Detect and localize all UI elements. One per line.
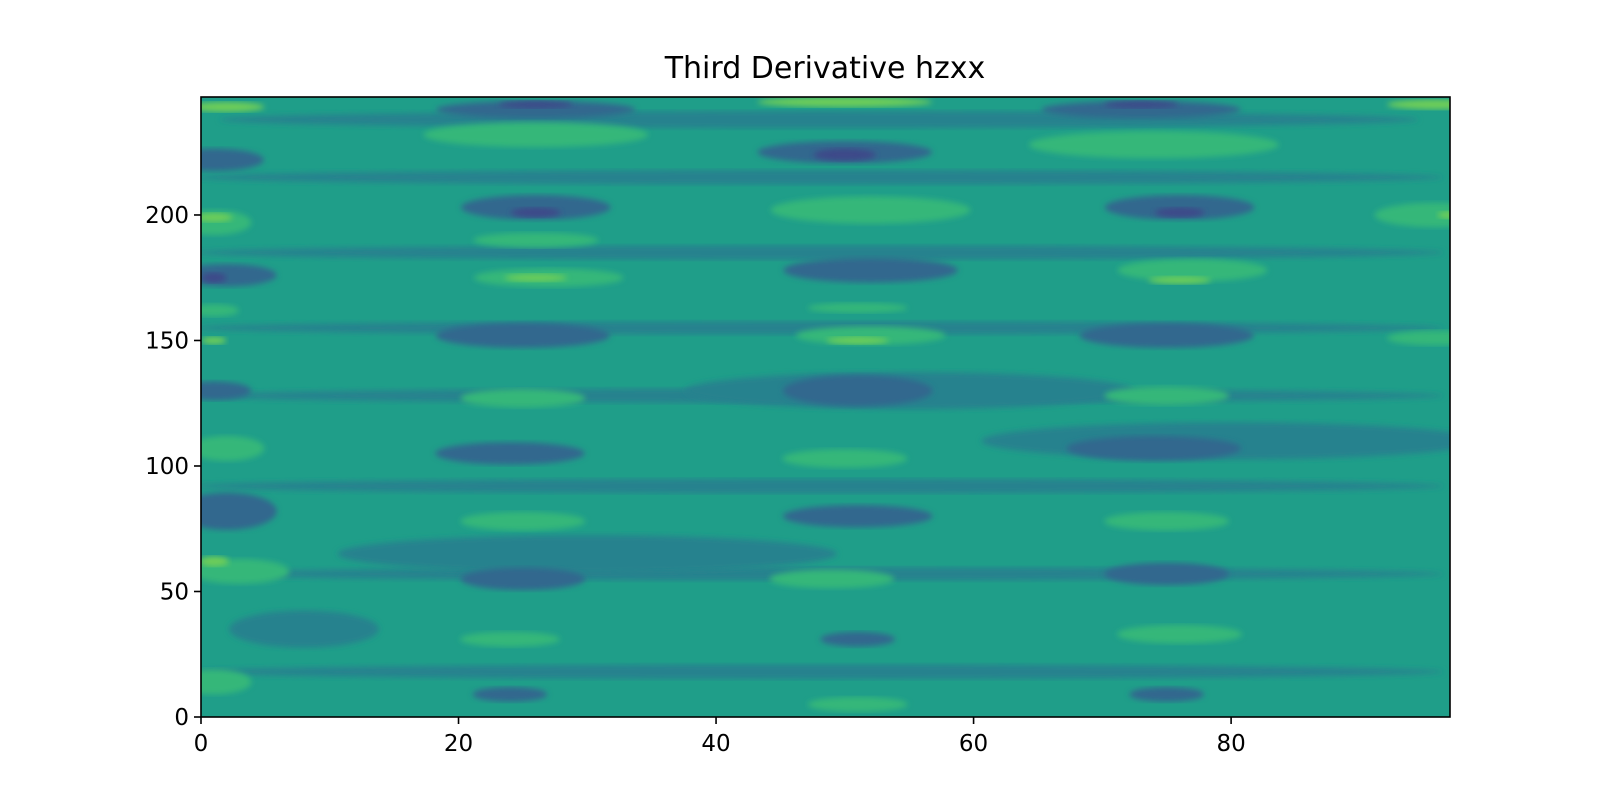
contour-region	[1117, 624, 1243, 644]
contour-region	[201, 272, 227, 283]
contour-region	[201, 669, 252, 695]
y-tick-label: 100	[145, 454, 189, 480]
contour-region	[769, 569, 895, 589]
contour-region	[435, 442, 585, 465]
contour-region	[423, 122, 649, 148]
contour-region	[473, 232, 599, 248]
contour-region	[201, 478, 1444, 494]
contour-region	[201, 436, 265, 461]
contour-region	[826, 336, 889, 345]
contour-region	[1437, 211, 1450, 219]
contour-region	[1387, 330, 1450, 346]
contour-region	[460, 195, 611, 220]
contour-field	[201, 97, 1450, 717]
contour-region	[782, 375, 933, 407]
contour-region	[219, 110, 1419, 129]
contour-region	[1104, 195, 1255, 220]
contour-region	[813, 148, 876, 161]
contour-region	[201, 492, 277, 530]
contour-region	[201, 169, 1444, 185]
contour-region	[1117, 259, 1268, 282]
contour-region	[201, 264, 277, 287]
contour-region	[783, 257, 958, 283]
contour-region	[472, 687, 548, 702]
contour-region	[1103, 100, 1179, 109]
contour-region	[510, 207, 561, 218]
x-axis: 0 20 40 60 80	[194, 717, 1246, 757]
contour-region	[782, 505, 933, 528]
contour-region	[460, 511, 586, 531]
contour-region	[201, 556, 229, 567]
contour-region	[229, 610, 379, 648]
contour-region	[337, 535, 838, 573]
contour-region	[498, 100, 574, 109]
contour-region	[201, 148, 264, 171]
contour-region	[757, 97, 933, 107]
contour-region	[201, 102, 265, 112]
contour-region	[1129, 687, 1205, 702]
contour-region	[201, 664, 1444, 680]
contour-region	[435, 323, 611, 348]
y-tick-label: 0	[174, 705, 189, 731]
contour-region	[201, 381, 252, 400]
x-tick-label: 0	[194, 731, 209, 757]
contour-region	[1028, 131, 1279, 159]
y-tick-label: 150	[145, 328, 189, 354]
contour-region	[201, 213, 233, 222]
y-tick-label: 50	[160, 579, 189, 605]
contour-region	[1066, 436, 1242, 461]
contour-region	[820, 631, 896, 647]
contour-region	[504, 274, 567, 282]
plot-frame	[200, 96, 1451, 718]
contour-region	[460, 631, 560, 647]
x-tick-label: 40	[701, 731, 730, 757]
contour-region	[435, 100, 636, 119]
contour-region	[807, 302, 908, 313]
contour-region	[1148, 276, 1211, 284]
contour-region	[201, 336, 227, 345]
y-tick-label: 200	[145, 203, 189, 229]
chart-title: Third Derivative hzxx	[664, 51, 986, 86]
contour-region	[1104, 511, 1230, 531]
contour-region	[1079, 323, 1255, 348]
contour-region	[770, 196, 971, 224]
contour-region	[460, 567, 586, 591]
contour-region	[1104, 562, 1230, 586]
contour-region	[782, 449, 908, 468]
contour-region	[201, 245, 1444, 260]
contour-region	[1374, 202, 1450, 228]
x-tick-label: 20	[444, 731, 473, 757]
x-tick-label: 80	[1216, 731, 1245, 757]
contour-region	[1104, 386, 1230, 406]
x-tick-label: 60	[959, 731, 988, 757]
y-axis: 0 50 100 150 200	[145, 203, 201, 731]
contour-region	[201, 304, 239, 317]
contour-region	[1041, 100, 1241, 119]
contour-region	[807, 697, 908, 712]
contour-region	[1154, 207, 1205, 218]
contour-region	[1387, 99, 1450, 110]
contour-region	[460, 388, 586, 408]
